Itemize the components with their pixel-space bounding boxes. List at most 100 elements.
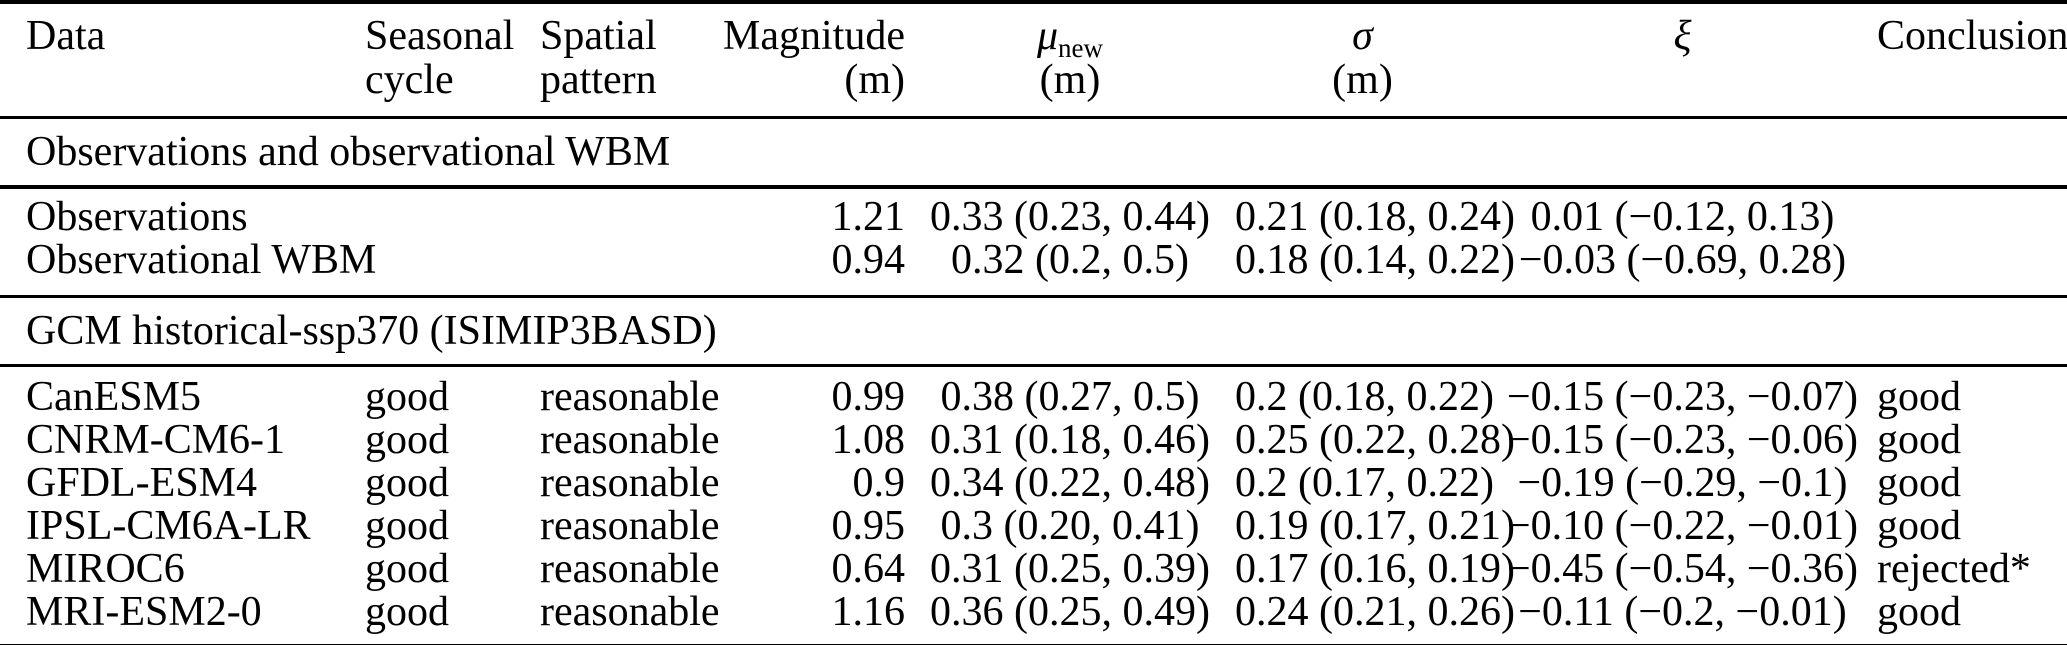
- cell-data: MRI-ESM2-0: [26, 589, 262, 635]
- column-header-spatial-line2: pattern: [540, 57, 657, 103]
- cell-xi: −0.15 (−0.23, −0.06): [1506, 417, 1859, 463]
- cell-data: IPSL-CM6A-LR: [26, 503, 311, 549]
- section-title-text: GCM historical-ssp370 (ISIMIP3BASD): [26, 308, 717, 354]
- cell-data: CNRM-CM6-1: [26, 417, 286, 463]
- cell-data: GFDL-ESM4: [26, 460, 258, 506]
- column-header-conclusion-label: Conclusion: [1877, 13, 2067, 59]
- cell-sigma: 0.17 (0.16, 0.19): [1235, 546, 1515, 592]
- cell-magnitude: 0.64: [831, 546, 906, 592]
- gcm-rows: CanESM5 good reasonable 0.99 0.38 (0.27,…: [0, 367, 2067, 644]
- cell-sigma: 0.2 (0.18, 0.22): [1235, 374, 1494, 420]
- cell-conclusion: good: [1877, 503, 1961, 549]
- cell-xi: −0.19 (−0.29, −0.1): [1517, 460, 1848, 506]
- table-row: MRI-ESM2-0 good reasonable 1.16 0.36 (0.…: [0, 591, 2067, 634]
- header-divider-rule: [0, 116, 2067, 119]
- column-header-magnitude: Magnitude (m): [700, 14, 905, 102]
- column-header-data: Data: [0, 14, 365, 58]
- cell-xi: −0.11 (−0.2, −0.01): [1518, 589, 1847, 635]
- xi-symbol: ξ: [1673, 13, 1692, 59]
- cell-mu-new: 0.33 (0.23, 0.44): [930, 194, 1210, 240]
- cell-magnitude: 0.94: [831, 237, 906, 283]
- cell-spatial-pattern: reasonable: [540, 460, 720, 506]
- cell-magnitude: 0.99: [831, 374, 906, 420]
- cell-xi: 0.01 (−0.12, 0.13): [1530, 194, 1835, 240]
- observations-rows: Observations 1.21 0.33 (0.23, 0.44) 0.21…: [0, 189, 2067, 295]
- cell-spatial-pattern: reasonable: [540, 589, 720, 635]
- cell-data: Observational WBM: [26, 237, 377, 283]
- cell-mu-new: 0.32 (0.2, 0.5): [951, 237, 1189, 283]
- table-top-rule: [0, 0, 2067, 4]
- cell-mu-new: 0.31 (0.25, 0.39): [930, 546, 1210, 592]
- table-row: Observations 1.21 0.33 (0.23, 0.44) 0.21…: [0, 196, 2067, 239]
- section1-divider-rule: [0, 185, 2067, 189]
- table-row: CanESM5 good reasonable 0.99 0.38 (0.27,…: [0, 376, 2067, 419]
- column-header-seasonal-line2: cycle: [365, 57, 454, 103]
- table-row: MIROC6 good reasonable 0.64 0.31 (0.25, …: [0, 548, 2067, 591]
- column-header-spatial-pattern: Spatial pattern: [540, 14, 700, 102]
- cell-mu-new: 0.38 (0.27, 0.5): [940, 374, 1200, 420]
- table-header: Data Seasonal cycle Spatial pattern Magn…: [0, 4, 2067, 116]
- cell-seasonal-cycle: good: [365, 546, 449, 592]
- column-header-xi: ξ: [1490, 14, 1875, 58]
- table-row: IPSL-CM6A-LR good reasonable 0.95 0.3 (0…: [0, 505, 2067, 548]
- mu-subscript: new: [1058, 33, 1104, 63]
- cell-sigma: 0.18 (0.14, 0.22): [1235, 237, 1515, 283]
- table-row: Observational WBM 0.94 0.32 (0.2, 0.5) 0…: [0, 239, 2067, 282]
- cell-magnitude: 0.9: [852, 460, 906, 506]
- cell-mu-new: 0.34 (0.22, 0.48): [930, 460, 1210, 506]
- cell-sigma: 0.24 (0.21, 0.26): [1235, 589, 1515, 635]
- column-header-conclusion: Conclusion: [1875, 14, 2067, 58]
- cell-sigma: 0.25 (0.22, 0.28): [1235, 417, 1515, 463]
- column-header-data-label: Data: [26, 13, 106, 59]
- column-header-mu-new: μnew (m): [905, 14, 1235, 102]
- cell-magnitude: 1.08: [831, 417, 906, 463]
- cell-data: Observations: [26, 194, 248, 240]
- column-header-sigma: σ (m): [1235, 14, 1490, 102]
- cell-data: CanESM5: [26, 374, 202, 420]
- column-header-magnitude-unit: (m): [844, 57, 905, 103]
- section2-top-rule: [0, 295, 2067, 298]
- column-header-spatial-line1: Spatial: [540, 13, 657, 59]
- column-header-mu-unit: (m): [1039, 57, 1101, 103]
- column-header-seasonal-cycle: Seasonal cycle: [365, 14, 540, 102]
- cell-seasonal-cycle: good: [365, 460, 449, 506]
- section-title-observations: Observations and observational WBM: [0, 119, 2067, 185]
- cell-magnitude: 0.95: [831, 503, 906, 549]
- cell-spatial-pattern: reasonable: [540, 374, 720, 420]
- cell-seasonal-cycle: good: [365, 374, 449, 420]
- cell-xi: −0.03 (−0.69, 0.28): [1518, 237, 1847, 283]
- table-row: GFDL-ESM4 good reasonable 0.9 0.34 (0.22…: [0, 462, 2067, 505]
- cell-conclusion: good: [1877, 374, 1961, 420]
- section-title-text: Observations and observational WBM: [26, 129, 671, 175]
- cell-spatial-pattern: reasonable: [540, 546, 720, 592]
- column-header-sigma-unit: (m): [1332, 57, 1393, 103]
- cell-magnitude: 1.21: [831, 194, 906, 240]
- cell-sigma: 0.19 (0.17, 0.21): [1235, 503, 1515, 549]
- cell-mu-new: 0.3 (0.20, 0.41): [940, 503, 1200, 549]
- cell-sigma: 0.2 (0.17, 0.22): [1235, 460, 1494, 506]
- section2-divider-rule: [0, 364, 2067, 367]
- cell-magnitude: 1.16: [831, 589, 906, 635]
- cell-xi: −0.10 (−0.22, −0.01): [1506, 503, 1859, 549]
- cell-seasonal-cycle: good: [365, 417, 449, 463]
- cell-xi: −0.15 (−0.23, −0.07): [1506, 374, 1859, 420]
- cell-seasonal-cycle: good: [365, 503, 449, 549]
- cell-spatial-pattern: reasonable: [540, 417, 720, 463]
- cell-xi: −0.45 (−0.54, −0.36): [1506, 546, 1859, 592]
- sigma-symbol: σ: [1352, 13, 1373, 59]
- cell-conclusion: good: [1877, 417, 1961, 463]
- cell-conclusion: good: [1877, 460, 1961, 506]
- cell-data: MIROC6: [26, 546, 185, 592]
- cell-seasonal-cycle: good: [365, 589, 449, 635]
- cell-conclusion: good: [1877, 589, 1961, 635]
- table-row: CNRM-CM6-1 good reasonable 1.08 0.31 (0.…: [0, 419, 2067, 462]
- mu-symbol: μ: [1036, 13, 1059, 59]
- cell-conclusion: rejected*: [1877, 546, 2031, 592]
- section-title-gcm: GCM historical-ssp370 (ISIMIP3BASD): [0, 298, 2067, 364]
- cell-spatial-pattern: reasonable: [540, 503, 720, 549]
- cell-mu-new: 0.31 (0.18, 0.46): [930, 417, 1210, 463]
- cell-mu-new: 0.36 (0.25, 0.49): [930, 589, 1210, 635]
- cell-sigma: 0.21 (0.18, 0.24): [1235, 194, 1515, 240]
- column-header-magnitude-line1: Magnitude: [723, 13, 905, 59]
